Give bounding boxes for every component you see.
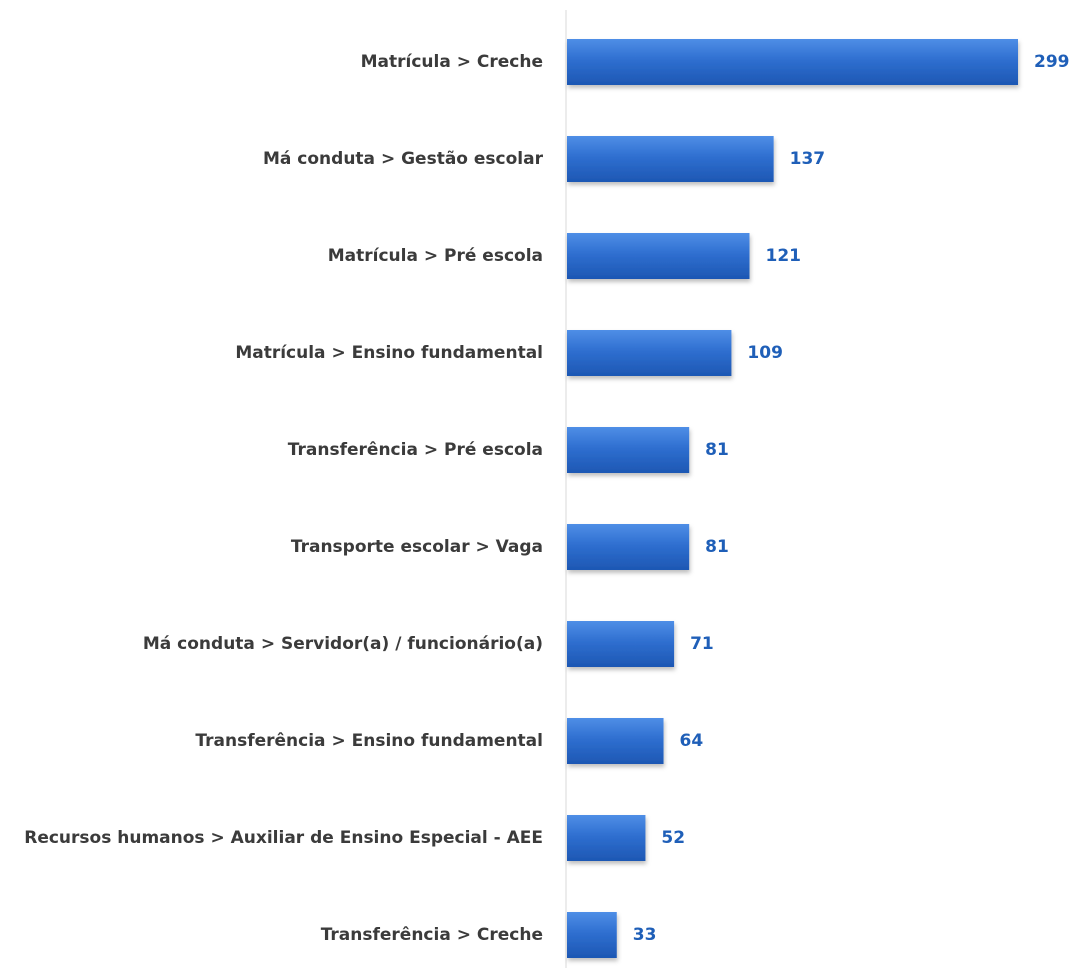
- category-label: Matrícula > Creche: [361, 52, 543, 72]
- category-label: Má conduta > Gestão escolar: [263, 149, 544, 169]
- value-label: 52: [661, 828, 685, 848]
- bars-group: Matrícula > Creche 299 Má conduta > Gestão…: [24, 39, 1070, 958]
- bar: [567, 233, 750, 279]
- bar: [567, 330, 732, 376]
- category-label: Má conduta > Servidor(a) / funcionário(a…: [143, 634, 543, 654]
- bar: [567, 621, 675, 667]
- value-label: 137: [790, 149, 826, 169]
- bar: [567, 815, 646, 861]
- bar: [567, 39, 1018, 85]
- value-label: 71: [690, 634, 714, 654]
- category-label: Transporte escolar > Vaga: [291, 537, 543, 557]
- value-label: 81: [705, 440, 729, 460]
- category-label: Matrícula > Pré escola: [328, 246, 543, 266]
- bar: [567, 136, 774, 182]
- value-label: 121: [766, 246, 802, 266]
- value-label: 81: [705, 537, 729, 557]
- category-label: Matrícula > Ensino fundamental: [235, 343, 543, 363]
- bar: [567, 427, 690, 473]
- category-label: Transferência > Pré escola: [288, 440, 543, 460]
- value-label: 64: [680, 731, 704, 751]
- bar: [567, 524, 690, 570]
- value-label: 33: [633, 925, 657, 945]
- category-label: Recursos humanos > Auxiliar de Ensino Es…: [24, 828, 543, 848]
- category-label: Transferência > Creche: [321, 925, 543, 945]
- value-label: 109: [747, 343, 783, 363]
- bar: [567, 912, 617, 958]
- bar: [567, 718, 664, 764]
- category-label: Transferência > Ensino fundamental: [195, 731, 543, 751]
- value-label: 299: [1034, 52, 1070, 72]
